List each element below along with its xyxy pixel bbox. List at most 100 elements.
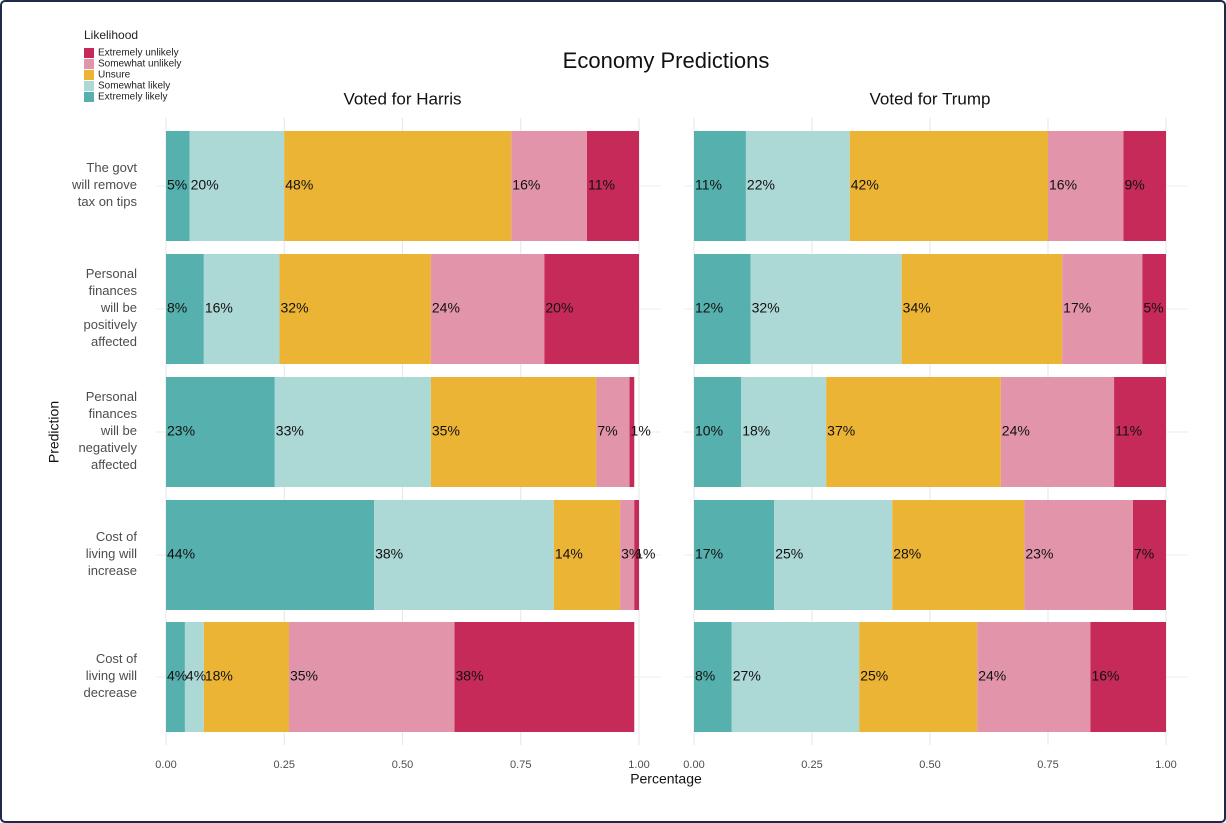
data-label: 16%: [205, 300, 233, 316]
bar-segment: [1062, 254, 1143, 364]
y-tick-label-line: finances: [89, 406, 138, 421]
bar-segment: [694, 131, 746, 241]
data-label: 35%: [432, 423, 460, 439]
data-label: 11%: [695, 177, 722, 193]
legend-swatch: [84, 48, 94, 58]
y-tick-label-line: Personal: [86, 266, 137, 281]
data-label: 4%: [167, 668, 187, 684]
bar-segment: [1024, 500, 1133, 610]
x-tick-label: 0.50: [392, 759, 413, 771]
y-tick-label: Cost of living will increase: [86, 529, 138, 578]
bar-segment: [750, 254, 902, 364]
bar-segment: [859, 622, 978, 732]
y-tick-label-line: affected: [91, 457, 137, 472]
data-label: 38%: [456, 668, 484, 684]
legend-title: Likelihood: [84, 28, 138, 42]
y-tick-label-line: Cost of: [96, 529, 138, 544]
data-label: 28%: [893, 546, 921, 562]
bar-segment: [279, 254, 431, 364]
x-tick-label: 0.25: [274, 759, 295, 771]
bar-segment: [544, 254, 639, 364]
y-tick-label-line: living will: [86, 546, 137, 561]
data-label: 20%: [191, 177, 219, 193]
data-label: 5%: [1143, 300, 1163, 316]
y-tick-label-line: living will: [86, 668, 137, 683]
data-label: 16%: [1091, 668, 1119, 684]
legend-label: Extremely likely: [98, 92, 167, 103]
legend-swatch: [84, 81, 94, 91]
bar-segment: [430, 377, 597, 487]
bar-segment: [586, 131, 639, 241]
bar-segment: [166, 377, 275, 487]
bar-segment: [826, 377, 1001, 487]
bar-segment: [511, 131, 587, 241]
bar-segment: [694, 500, 775, 610]
bar-segment: [203, 254, 280, 364]
legend-swatch: [84, 59, 94, 69]
y-tick-label: Personal finances will be positively affecte…: [84, 266, 138, 349]
data-label: 33%: [276, 423, 304, 439]
data-label: 24%: [1002, 423, 1030, 439]
data-label: 22%: [747, 177, 775, 193]
bar-segment: [977, 622, 1091, 732]
bar-segment: [1114, 377, 1166, 487]
y-tick-label-line: Personal: [86, 389, 137, 404]
y-axis-label: Prediction: [46, 401, 62, 463]
data-label: 16%: [1049, 177, 1077, 193]
x-tick-label: 1.00: [1155, 759, 1176, 771]
data-label: 14%: [555, 546, 583, 562]
data-label: 3%: [621, 546, 641, 562]
bar-segment: [166, 254, 204, 364]
data-label: 34%: [903, 300, 931, 316]
data-label: 48%: [285, 177, 313, 193]
bar-segment: [166, 622, 185, 732]
bar-segment: [901, 254, 1063, 364]
x-tick-label: 0.50: [919, 759, 940, 771]
chart-title: Economy Predictions: [563, 48, 770, 73]
data-label: 25%: [775, 546, 803, 562]
y-tick-label-line: affected: [91, 334, 137, 349]
data-label: 10%: [695, 423, 723, 439]
data-label: 23%: [1025, 546, 1053, 562]
bar-segment: [596, 377, 630, 487]
legend-swatch: [84, 92, 94, 102]
x-tick-label: 0.75: [510, 759, 531, 771]
bar-segment: [634, 500, 639, 610]
bar-segment: [284, 131, 512, 241]
legend-swatch: [84, 70, 94, 80]
bar-segment: [694, 622, 732, 732]
data-label: 38%: [375, 546, 403, 562]
bar-segment: [454, 622, 635, 732]
x-tick-label: 0.25: [801, 759, 822, 771]
data-label: 8%: [167, 300, 187, 316]
facet-title: Voted for Harris: [343, 89, 461, 108]
data-label: 24%: [432, 300, 460, 316]
data-label: 1%: [635, 546, 655, 562]
bar-segment: [892, 500, 1025, 610]
data-label: 32%: [281, 300, 309, 316]
y-tick-label-line: decrease: [84, 685, 137, 700]
data-label: 11%: [588, 177, 615, 193]
bar-segment: [1048, 131, 1124, 241]
bar-segment: [1090, 622, 1166, 732]
bar-segment: [203, 622, 289, 732]
data-label: 42%: [851, 177, 879, 193]
data-label: 16%: [512, 177, 540, 193]
bar-segment: [620, 500, 635, 610]
data-label: 37%: [827, 423, 855, 439]
bar-segment: [1132, 500, 1166, 610]
bar-segment: [374, 500, 554, 610]
data-label: 7%: [597, 423, 617, 439]
data-label: 1%: [631, 423, 651, 439]
y-tick-label-line: tax on tips: [78, 194, 138, 209]
bar-segment: [274, 377, 431, 487]
bar-segment: [166, 500, 375, 610]
data-label: 7%: [1134, 546, 1154, 562]
data-label: 24%: [978, 668, 1006, 684]
y-tick-label: Cost of living will decrease: [84, 651, 138, 700]
bar-segment: [731, 622, 860, 732]
data-label: 27%: [733, 668, 761, 684]
y-tick-label-line: positively: [84, 317, 138, 332]
y-tick-label-line: Cost of: [96, 651, 138, 666]
